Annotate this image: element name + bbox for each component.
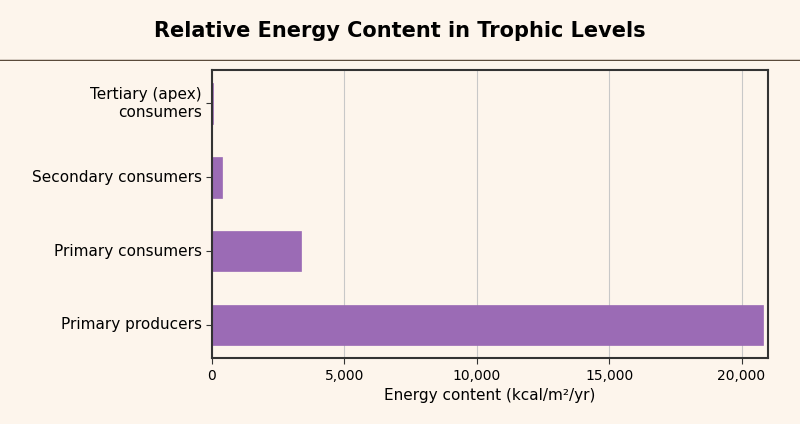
X-axis label: Energy content (kcal/m²/yr): Energy content (kcal/m²/yr) bbox=[384, 388, 596, 403]
Text: Relative Energy Content in Trophic Levels: Relative Energy Content in Trophic Level… bbox=[154, 21, 646, 41]
Bar bbox=[212, 304, 763, 345]
Bar bbox=[212, 157, 222, 198]
Bar bbox=[212, 231, 301, 271]
